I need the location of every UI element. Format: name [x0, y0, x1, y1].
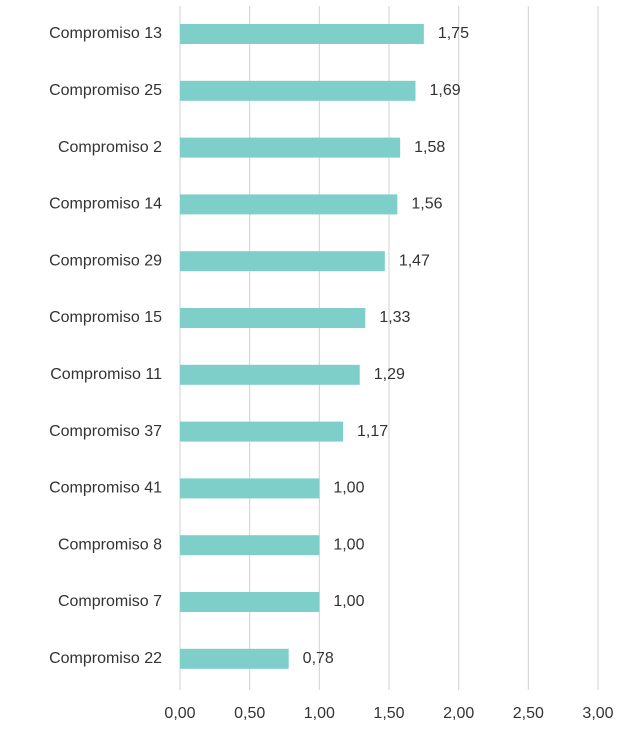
bar: [180, 80, 416, 101]
bar: [180, 364, 360, 385]
bar: [180, 194, 398, 215]
y-tick-label: Compromiso 13: [49, 25, 162, 42]
bar: [180, 648, 289, 669]
x-tick-label: 3,00: [582, 705, 613, 722]
data-label: 1,58: [414, 139, 445, 156]
y-tick-label: Compromiso 22: [49, 650, 162, 667]
data-label: 0,78: [303, 650, 334, 667]
y-tick-label: Compromiso 8: [58, 536, 162, 553]
bar: [180, 592, 320, 612]
y-tick-label: Compromiso 2: [58, 139, 162, 156]
bar: [180, 308, 366, 328]
bar: [180, 535, 320, 556]
y-tick-label: Compromiso 25: [49, 82, 162, 99]
data-label: 1,29: [374, 366, 405, 383]
data-label: 1,00: [333, 593, 364, 610]
data-label: 1,33: [379, 309, 410, 326]
x-tick-label: 2,50: [513, 705, 544, 722]
y-tick-label: Compromiso 37: [49, 423, 162, 440]
x-tick-label: 0,50: [234, 705, 265, 722]
data-label: 1,56: [411, 196, 442, 213]
x-tick-label: 2,00: [443, 705, 474, 722]
data-label: 1,75: [438, 25, 469, 42]
y-tick-label: Compromiso 14: [49, 196, 162, 213]
y-tick-label: Compromiso 29: [49, 252, 162, 269]
y-tick-label: Compromiso 15: [49, 309, 162, 326]
bar: [180, 251, 385, 272]
data-label: 1,17: [357, 423, 388, 440]
bar: [180, 421, 344, 442]
data-label: 1,47: [399, 252, 430, 269]
x-tick-label: 1,50: [373, 705, 404, 722]
bar: [180, 478, 320, 499]
x-tick-label: 1,00: [304, 705, 335, 722]
data-label: 1,00: [333, 536, 364, 553]
y-tick-label: Compromiso 11: [50, 366, 162, 383]
x-tick-label: 0,00: [164, 705, 195, 722]
bar: [180, 24, 424, 44]
data-label: 1,69: [429, 82, 460, 99]
y-tick-label: Compromiso 41: [49, 480, 162, 497]
y-tick-label: Compromiso 7: [58, 593, 162, 610]
data-label: 1,00: [333, 480, 364, 497]
bar: [180, 137, 401, 158]
